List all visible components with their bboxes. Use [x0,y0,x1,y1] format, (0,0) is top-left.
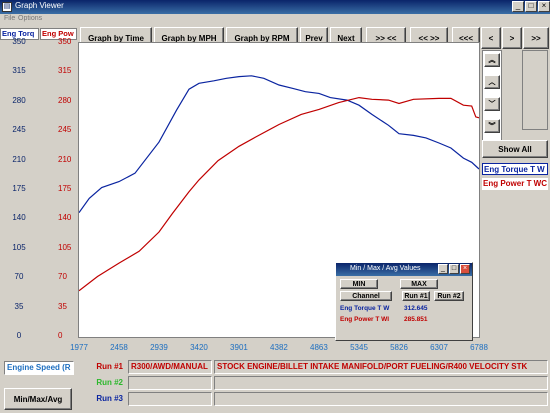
popup-row-torque-channel: Eng Torque T W [340,305,390,312]
menu-bar: File Options [0,14,550,26]
x-axis-channel-field[interactable]: Engine Speed (R [4,361,74,375]
app-icon: ▤ [2,2,12,12]
y-left-tick-label: 350 [12,37,26,46]
menu-file[interactable]: File [4,15,16,22]
x-tick-label: 4863 [310,343,328,352]
y-right-tick-label: 245 [58,125,72,135]
series-label-power[interactable]: Eng Power T WC [482,178,548,190]
run1-description[interactable]: R300/AWD/MANUAL [128,360,212,374]
run2-label: Run #2 [96,378,123,387]
y-left-tick-label: 0 [16,331,22,340]
min-button[interactable]: MIN [340,279,378,289]
run2-notes[interactable] [214,376,548,390]
x-tick-label: 5345 [350,343,368,352]
y-left-tick-label: 70 [14,272,24,282]
popup-row-power-run1: 285.851 [404,316,428,323]
y-left-tick-label: 210 [12,154,26,164]
scale-up-double-button[interactable]: ︽ [484,53,500,67]
scroll-left-button[interactable]: < [481,27,501,49]
x-tick-label: 4382 [270,343,288,352]
y-right-tick-label: 70 [58,272,67,282]
y-right-tick-label: 175 [58,184,72,193]
y-right-tick-label: 105 [58,242,72,252]
x-tick-label: 2939 [150,343,168,352]
y-right-tick-label: 140 [58,213,72,223]
scroll-last-button[interactable]: >> [523,27,549,49]
x-tick-label: 3420 [190,343,208,352]
maximize-button[interactable]: □ [525,1,537,12]
channel-header[interactable]: Channel [340,291,392,301]
scroll-right-button[interactable]: > [502,27,522,49]
series-line-torque [78,75,480,214]
dialog-close-button[interactable]: × [460,264,470,274]
scale-down-button[interactable]: ﹀ [484,97,500,111]
y-right-tick-label: 315 [58,66,72,76]
run2-description[interactable] [128,376,212,390]
y-left-tick-label: 140 [12,213,26,223]
left-axis-legend: Eng Torq [0,28,39,40]
show-all-button[interactable]: Show All [482,140,548,158]
x-tick-label: 6788 [470,343,488,352]
dialog-maximize-button[interactable]: □ [449,264,459,274]
y-left-tick-label: 175 [12,184,26,193]
y-right-tick-label: 210 [58,154,72,164]
run3-description[interactable] [128,392,212,406]
x-tick-label: 3901 [230,343,248,352]
title-bar: ▤ Graph Viewer _ □ × [0,0,550,14]
y-right-tick-label: 0 [58,331,63,340]
scale-up-button[interactable]: ︿ [484,75,500,89]
run2-header[interactable]: Run #2 [434,291,464,301]
min-max-avg-button[interactable]: Min/Max/Avg [4,388,72,410]
run1-header[interactable]: Run #1 [402,291,430,301]
dialog-title-bar: Min / Max / Avg Values _ □ × [336,263,472,276]
y-right-tick-label: 350 [58,37,72,46]
x-tick-label: 1977 [70,343,88,352]
min-max-avg-dialog: Min / Max / Avg Values _ □ × MIN MAX Cha… [335,262,473,341]
max-button[interactable]: MAX [400,279,438,289]
close-button[interactable]: × [538,1,550,12]
y-right-tick-label: 35 [58,301,67,311]
chart-svg [78,75,480,292]
y-left-tick-label: 245 [12,125,26,135]
popup-row-torque-run1: 312.645 [404,305,428,312]
minimize-button[interactable]: _ [512,1,524,12]
scale-down-double-button[interactable]: ︾ [484,119,500,133]
y-left-tick-label: 105 [12,242,26,252]
x-tick-label: 6307 [430,343,448,352]
dialog-minimize-button[interactable]: _ [438,264,448,274]
x-tick-label: 2458 [110,343,128,352]
dialog-title: Min / Max / Avg Values [350,265,421,272]
right-axis-legend: Eng Pow [40,28,77,40]
run1-notes[interactable]: STOCK ENGINE/BILLET INTAKE MANIFOLD/PORT… [214,360,548,374]
y-left-tick-label: 35 [14,301,24,311]
series-line-power [78,96,480,292]
run1-label: Run #1 [96,362,123,371]
window-title: Graph Viewer [15,1,64,10]
run3-label: Run #3 [96,394,123,403]
menu-options[interactable]: Options [18,15,43,22]
run3-notes[interactable] [214,392,548,406]
y-right-tick-label: 280 [58,95,72,105]
popup-row-power-channel: Eng Power T WI [340,316,390,323]
scale-panel-right [522,50,548,130]
x-tick-label: 5826 [390,343,408,352]
y-left-tick-label: 280 [12,95,26,105]
y-left-tick-label: 315 [12,66,26,76]
series-label-torque[interactable]: Eng Torque T W [482,163,548,175]
